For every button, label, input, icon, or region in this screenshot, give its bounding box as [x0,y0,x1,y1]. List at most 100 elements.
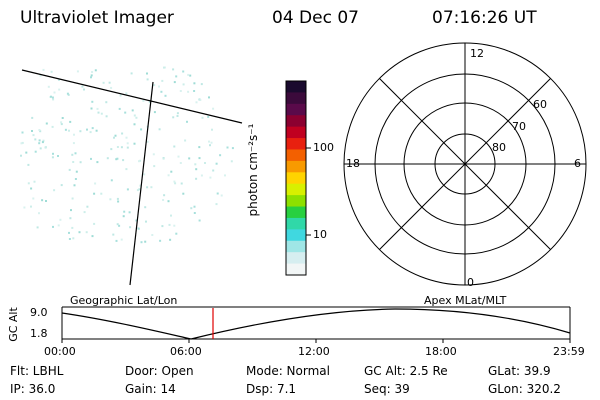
emission-pixel [114,134,117,137]
emission-pixel [210,141,213,144]
emission-pixel [96,107,99,110]
emission-pixel [60,123,63,126]
emission-pixel [148,101,151,104]
emission-pixel [170,214,172,217]
emission-pixel [133,142,136,145]
emission-pixel [69,120,72,123]
emission-pixel [94,69,97,72]
x-tick-0000: 00:00 [44,345,76,358]
emission-pixel [136,189,139,192]
emission-pixel [96,161,99,164]
color-bar-band [286,103,306,116]
color-bar-band [286,138,306,151]
emission-pixel [179,90,182,92]
uv-emission-image [20,66,234,244]
emission-pixel [167,200,170,203]
emission-pixel [215,203,218,206]
emission-pixel [126,188,129,191]
emission-pixel [52,152,54,155]
emission-pixel [67,93,70,96]
emission-pixel [231,147,234,150]
emission-pixel [32,134,35,137]
emission-pixel [120,238,123,241]
emission-pixel [30,187,33,190]
emission-pixel [71,197,74,200]
emission-pixel [125,92,128,95]
y-tick-9: 9.0 [30,306,48,319]
emission-pixel [72,161,75,163]
emission-pixel [182,70,185,73]
emission-pixel [172,116,175,119]
info-glon: GLon: 320.2 [488,382,561,396]
emission-pixel [27,182,30,185]
emission-pixel [212,169,215,172]
emission-pixel [150,186,153,189]
emission-pixel [39,74,42,77]
emission-pixel [38,139,41,142]
emission-pixel [93,192,96,195]
emission-pixel [176,115,179,117]
emission-pixel [20,154,22,157]
emission-pixel [118,224,121,227]
emission-pixel [95,129,98,132]
emission-pixel [73,133,75,136]
color-bar-band [286,195,306,208]
emission-pixel [193,205,196,208]
emission-pixel [45,122,48,125]
info-ip: IP: 36.0 [10,382,56,396]
emission-pixel [190,207,193,210]
emission-pixel [79,161,82,164]
emission-pixel [198,146,201,149]
emission-pixel [146,186,149,189]
emission-pixel [163,66,165,69]
x-tick-1800: 18:00 [425,345,457,358]
lat-label-80: 80 [492,141,506,154]
color-bar-band [286,263,306,276]
emission-pixel [175,232,178,235]
emission-pixel [173,145,176,148]
emission-pixel [112,233,115,236]
emission-pixel [145,220,147,223]
emission-pixel [201,116,204,119]
emission-pixel [72,237,75,240]
emission-pixel [122,159,125,162]
emission-pixel [51,125,54,128]
emission-pixel [133,123,136,126]
emission-pixel [146,140,149,143]
emission-pixel [125,136,128,139]
altitude-curve [61,308,571,340]
emission-pixel [195,168,198,171]
emission-pixel [68,231,70,234]
emission-pixel [152,153,155,156]
emission-pixel [207,115,210,118]
emission-pixel [139,159,142,162]
emission-pixel [102,81,105,84]
color-bar-band [286,217,306,230]
emission-pixel [125,168,128,171]
lat-label-60: 60 [533,98,547,111]
mlt-label-6: 6 [574,157,581,170]
emission-pixel [199,99,202,101]
emission-pixel [59,218,62,221]
emission-pixel [123,210,126,213]
emission-pixel [193,90,196,92]
emission-pixel [137,227,140,230]
emission-pixel [138,188,141,191]
emission-pixel [173,180,176,183]
emission-pixel [74,152,77,155]
emission-pixel [163,194,166,197]
emission-pixel [144,206,147,209]
emission-pixel [158,85,160,88]
polar-plot [343,42,587,286]
emission-pixel [188,157,191,160]
emission-pixel [167,174,170,177]
emission-pixel [85,231,88,234]
emission-pixel [216,192,219,195]
emission-pixel [115,158,118,161]
mlt-label-0: 0 [467,276,474,289]
emission-pixel [94,182,97,185]
emission-pixel [86,205,89,208]
emission-pixel [90,76,92,79]
emission-pixel [21,141,24,144]
